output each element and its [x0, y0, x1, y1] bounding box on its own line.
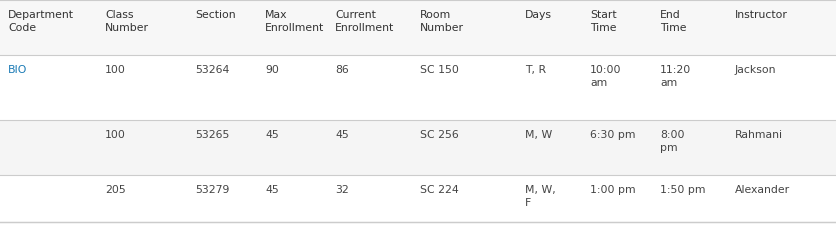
Text: 90: 90 [265, 65, 279, 75]
Text: 205: 205 [105, 185, 125, 195]
Text: SC 224: SC 224 [420, 185, 459, 195]
Text: Instructor: Instructor [735, 10, 788, 20]
Bar [0, 55, 836, 120]
Bar [0, 120, 836, 175]
Text: Section: Section [195, 10, 236, 20]
Text: Rahmani: Rahmani [735, 130, 783, 140]
Text: Department
Code: Department Code [8, 10, 74, 33]
Bar [0, 0, 836, 55]
Text: 45: 45 [265, 130, 278, 140]
Text: M, W: M, W [525, 130, 553, 140]
Text: Start
Time: Start Time [590, 10, 617, 33]
Text: 45: 45 [335, 130, 349, 140]
Text: T, R: T, R [525, 65, 546, 75]
Text: 10:00
am: 10:00 am [590, 65, 621, 88]
Text: 32: 32 [335, 185, 349, 195]
Text: 1:50 pm: 1:50 pm [660, 185, 706, 195]
Text: 86: 86 [335, 65, 349, 75]
Text: 100: 100 [105, 65, 126, 75]
Text: End
Time: End Time [660, 10, 686, 33]
Text: 1:00 pm: 1:00 pm [590, 185, 635, 195]
Text: BIO: BIO [8, 65, 28, 75]
Text: 45: 45 [265, 185, 278, 195]
Text: Class
Number: Class Number [105, 10, 149, 33]
Text: Alexander: Alexander [735, 185, 790, 195]
Text: SC 150: SC 150 [420, 65, 459, 75]
Text: 53264: 53264 [195, 65, 229, 75]
Text: 53279: 53279 [195, 185, 229, 195]
Bar [0, 175, 836, 222]
Text: 53265: 53265 [195, 130, 229, 140]
Text: 8:00
pm: 8:00 pm [660, 130, 685, 153]
Text: Room
Number: Room Number [420, 10, 464, 33]
Text: Max
Enrollment: Max Enrollment [265, 10, 324, 33]
Text: Days: Days [525, 10, 552, 20]
Text: Jackson: Jackson [735, 65, 777, 75]
Text: 100: 100 [105, 130, 126, 140]
Text: 6:30 pm: 6:30 pm [590, 130, 635, 140]
Text: M, W,
F: M, W, F [525, 185, 556, 208]
Text: SC 256: SC 256 [420, 130, 459, 140]
Text: Current
Enrollment: Current Enrollment [335, 10, 395, 33]
Text: 11:20
am: 11:20 am [660, 65, 691, 88]
